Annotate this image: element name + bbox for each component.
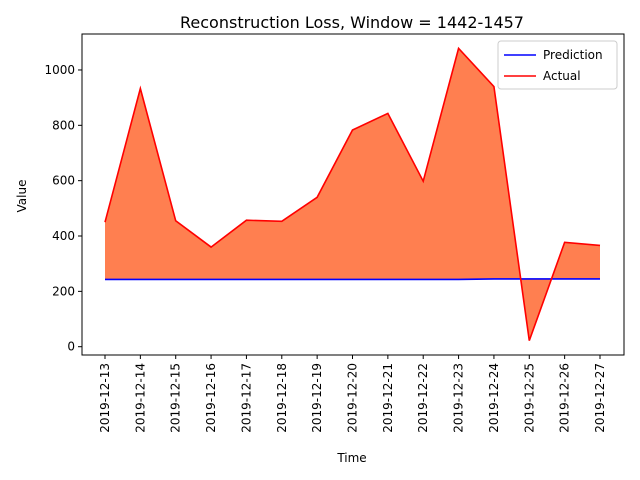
series-line-actual — [104, 46, 601, 341]
x-tick-label: 2019-12-26 — [558, 363, 572, 433]
y-axis: 0 200 400 600 800 1000 — [44, 63, 82, 354]
series-line-prediction — [105, 278, 600, 281]
x-tick-label: 2019-12-24 — [487, 363, 501, 433]
legend-label-prediction: Prediction — [543, 48, 603, 62]
plot-area — [104, 46, 601, 341]
y-tick-label: 600 — [52, 174, 75, 188]
y-tick-label: 0 — [67, 340, 75, 354]
y-tick-label: 800 — [52, 118, 75, 132]
x-tick-label: 2019-12-25 — [522, 363, 536, 433]
chart-title: Reconstruction Loss, Window = 1442-1457 — [180, 13, 524, 32]
y-axis-label: Value — [15, 180, 29, 213]
legend: Prediction Actual — [497, 40, 618, 90]
x-tick-label: 2019-12-15 — [169, 363, 183, 433]
y-tick-label: 1000 — [44, 63, 75, 77]
x-tick-label: 2019-12-27 — [593, 363, 607, 433]
x-tick-label: 2019-12-16 — [204, 363, 218, 433]
x-tick-label: 2019-12-23 — [452, 363, 466, 433]
x-tick-label: 2019-12-14 — [133, 363, 147, 433]
x-axis-label: Time — [336, 451, 366, 465]
legend-box — [497, 40, 618, 90]
x-tick-label: 2019-12-20 — [346, 363, 360, 433]
x-tick-label: 2019-12-19 — [310, 363, 324, 433]
x-tick-label: 2019-12-22 — [416, 363, 430, 433]
x-tick-label: 2019-12-21 — [381, 363, 395, 433]
y-tick-label: 200 — [52, 284, 75, 298]
legend-label-actual: Actual — [543, 69, 581, 83]
x-tick-label: 2019-12-13 — [98, 363, 112, 433]
y-tick-label: 400 — [52, 229, 75, 243]
x-tick-label: 2019-12-17 — [239, 363, 253, 433]
fill-between-area — [105, 48, 600, 341]
x-axis: 2019-12-13 2019-12-14 2019-12-15 2019-12-16… — [98, 355, 607, 433]
x-tick-label: 2019-12-18 — [275, 363, 289, 433]
